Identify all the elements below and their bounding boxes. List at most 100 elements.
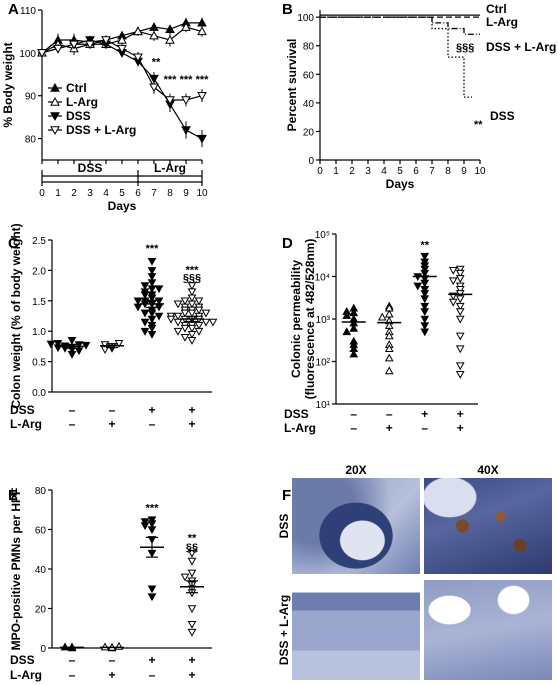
- panel-a-ytick-label: 80: [25, 135, 37, 146]
- panel-f-row-dss-larg: DSS + L-Arg: [277, 595, 291, 665]
- panel-d-point: [455, 345, 465, 354]
- panel-d-point: [455, 295, 465, 304]
- panel-c-point: [194, 306, 204, 315]
- panel-c-point: [187, 337, 197, 345]
- panel-c-point: [173, 327, 183, 336]
- panel-c-point: [46, 340, 56, 349]
- panel-b-xtick-label: 4: [381, 166, 387, 177]
- panel-c-ytick-label: 1.5: [32, 297, 46, 308]
- panel-d-point: [420, 285, 430, 294]
- panel-c-point: [147, 330, 157, 339]
- panel-e-dss-sign: +: [148, 653, 155, 667]
- panel-d-point: [455, 308, 465, 317]
- panel-c-point: [140, 327, 150, 336]
- panel-c-point: [180, 333, 190, 342]
- panel-c-point: [147, 324, 157, 333]
- panel-a-legend-label: Ctrl: [66, 81, 87, 95]
- panel-e-ytick-label: 80: [35, 486, 47, 497]
- panel-d-point: [455, 269, 465, 278]
- panel-b-label-ctrl: Ctrl: [486, 2, 507, 16]
- panel-d-larg-sign: –: [421, 421, 428, 435]
- panel-a-xtick-label: 9: [183, 188, 189, 199]
- panel-d-ytick-label: 10³: [316, 315, 331, 326]
- panel-a-annotation: ***: [164, 74, 178, 86]
- panel-c-letter: C: [8, 235, 19, 252]
- panel-c-larg-sign: +: [108, 417, 115, 431]
- panel-e-ylabel: MPO-positive PMNs per HPF: [9, 488, 23, 651]
- panel-a-xtick-label: 3: [87, 188, 93, 199]
- panel-a-legend-label: DSS + L-Arg: [66, 123, 136, 137]
- micrograph-dss-larg-40x: [424, 580, 552, 680]
- panel-a-point: [197, 134, 207, 144]
- panel-a-point: [181, 96, 191, 106]
- panel-e-point: [187, 628, 197, 637]
- panel-d-row-label-dss: DSS: [284, 407, 309, 421]
- panel-d-larg-sign: +: [386, 421, 393, 435]
- panel-a-point: [117, 44, 127, 54]
- panel-b-annotation-stars: **: [474, 119, 483, 131]
- panel-b-xtick-label: 9: [461, 166, 467, 177]
- panel-c-larg-sign: –: [149, 417, 156, 431]
- panel-e-ytick-label: 40: [35, 565, 47, 576]
- panel-e-point: [147, 516, 157, 525]
- panel-c-point: [147, 294, 157, 303]
- panel-d-point: [377, 312, 387, 321]
- panel-e-point: [180, 573, 190, 582]
- panel-b-label-dss-larg: DSS + L-Arg: [486, 40, 556, 54]
- panel-c-row-label-dss: DSS: [10, 403, 35, 417]
- panel-a-annotation: **: [152, 57, 161, 69]
- panel-a-xtick-label: 4: [103, 188, 109, 199]
- panel-b-survival-line-3: [320, 16, 472, 98]
- panel-b-letter: B: [282, 1, 293, 18]
- panel-c-point: [53, 340, 63, 348]
- panel-e-point: [187, 605, 197, 614]
- panel-c-point: [67, 337, 77, 345]
- panel-a-legend-marker: [50, 96, 60, 106]
- panel-d-point: [448, 298, 458, 307]
- panel-e-ytick-label: 60: [35, 526, 47, 537]
- panel-a-letter: A: [8, 1, 19, 18]
- panel-c-point: [81, 341, 91, 350]
- panel-e-larg-sign: –: [69, 668, 76, 682]
- panel-d-point: [455, 275, 465, 283]
- panel-c-ytick-label: 1.0: [32, 327, 46, 338]
- panel-d-point: [420, 315, 430, 324]
- micrograph-dss-40x: [424, 478, 552, 574]
- panel-a-xtick-label: 8: [167, 188, 173, 199]
- panel-c-dss-sign: +: [148, 403, 155, 417]
- panel-d-point: [455, 265, 465, 274]
- panel-c-point: [187, 294, 197, 303]
- panel-e-point: [147, 526, 157, 535]
- panel-b-ytick-label: 40: [303, 99, 315, 110]
- panel-a-ytick-label: 90: [25, 92, 37, 103]
- panel-c-point: [187, 324, 197, 333]
- panel-d-larg-sign: +: [457, 421, 464, 435]
- panel-d-point: [349, 349, 359, 358]
- panel-c-point: [140, 318, 150, 327]
- panel-d-point: [342, 327, 352, 336]
- panel-d-dss-sign: –: [350, 407, 357, 421]
- panel-d-ytick-label: 10²: [316, 358, 331, 369]
- panel-a-xtick-label: 10: [196, 188, 208, 199]
- panel-b-xtick-label: 10: [474, 166, 486, 177]
- panel-a-point: [181, 22, 191, 31]
- panel-f-letter: F: [282, 487, 291, 504]
- panel-e-larg-sign: +: [188, 668, 195, 682]
- panel-d-point: [384, 309, 394, 318]
- panel-d-point: [342, 311, 352, 319]
- panel-c-point: [166, 315, 176, 324]
- panel-d-point: [420, 322, 430, 331]
- panel-d-point: [420, 269, 430, 278]
- panel-c-point: [173, 312, 183, 321]
- panel-e-point: [147, 593, 157, 602]
- panel-e-larg-sign: –: [149, 668, 156, 682]
- panel-d-point: [448, 277, 458, 286]
- panel-d-point: [384, 331, 394, 340]
- panel-c-point: [187, 282, 197, 291]
- panel-a-xlabel: Days: [108, 199, 137, 213]
- panel-d-point: [455, 362, 465, 371]
- panel-c-dss-sign: –: [109, 403, 116, 417]
- panel-d-point: [413, 282, 423, 291]
- panel-b-xtick-label: 6: [413, 166, 419, 177]
- panel-c-point: [133, 297, 143, 306]
